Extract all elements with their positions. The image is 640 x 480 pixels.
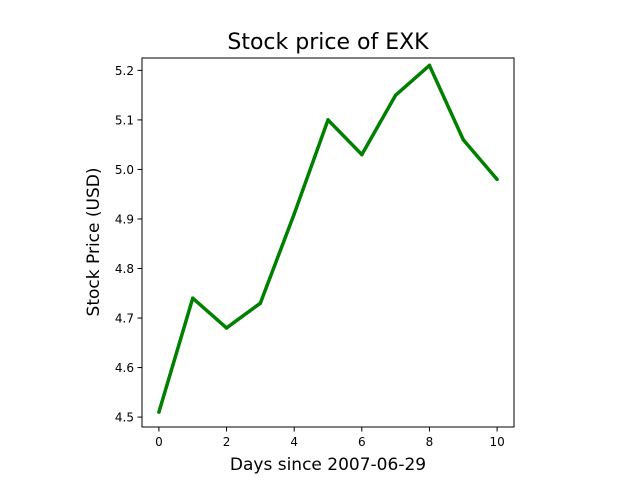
y-tick-label: 5.1 — [115, 113, 134, 127]
x-tick-label: 6 — [358, 435, 366, 449]
series-layer — [157, 63, 499, 414]
chart-title: Stock price of EXK — [227, 30, 429, 55]
y-tick-label: 4.5 — [115, 411, 134, 425]
y-axis-label: Stock Price (USD) — [84, 168, 104, 317]
y-tick-label: 4.9 — [115, 212, 134, 226]
data-point — [326, 118, 330, 122]
y-tick-label: 5.2 — [115, 64, 134, 78]
x-tick-label: 2 — [223, 435, 231, 449]
data-point — [190, 296, 195, 300]
data-point — [292, 212, 296, 216]
y-tick-label: 4.7 — [115, 312, 134, 326]
y-tick-label: 4.8 — [115, 262, 134, 276]
data-point — [495, 177, 499, 182]
data-point — [258, 301, 263, 305]
data-point — [427, 63, 432, 68]
plot-area — [141, 57, 515, 428]
plot-frame — [141, 57, 515, 428]
data-point — [157, 410, 161, 414]
data-point — [461, 137, 466, 142]
data-point — [224, 326, 229, 330]
x-tick-label: 8 — [426, 435, 434, 449]
x-tick-label: 10 — [489, 435, 504, 449]
y-tick-label: 4.6 — [115, 361, 134, 375]
y-tick-label: 5.0 — [115, 163, 134, 177]
x-axis: 0 2 4 6 8 10 — [155, 427, 505, 449]
series-line — [157, 63, 499, 413]
data-point — [393, 93, 398, 97]
x-tick-label: 0 — [155, 435, 163, 449]
data-point — [360, 152, 364, 157]
x-tick-label: 4 — [290, 435, 298, 449]
x-axis-label: Days since 2007-06-29 — [230, 455, 426, 475]
y-axis: 4.5 4.6 4.7 4.8 4.9 5.0 5.1 5.2 — [115, 64, 142, 425]
